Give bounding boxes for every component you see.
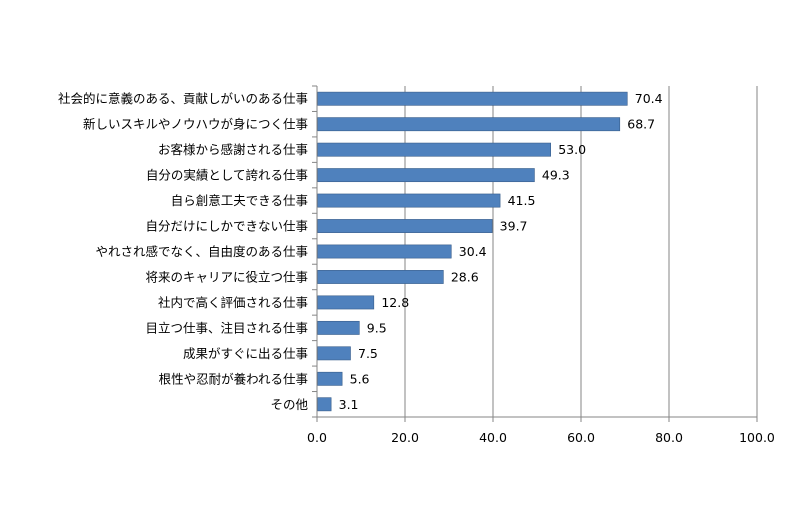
bar	[317, 117, 621, 132]
value-label: 9.5	[367, 320, 387, 335]
x-tick-label: 20.0	[391, 430, 419, 445]
category-label: 成果がすぐに出る仕事	[183, 346, 308, 361]
value-label: 12.8	[381, 295, 409, 310]
bar	[317, 142, 551, 157]
bar	[317, 320, 360, 335]
category-labels: 社会的に意義のある、貢献しがいのある仕事新しいスキルやノウハウが身につく仕事お客…	[58, 91, 309, 412]
bar	[317, 219, 493, 233]
value-label: 28.6	[451, 269, 479, 284]
bar	[317, 193, 501, 208]
category-label: 社会的に意義のある、貢献しがいのある仕事	[58, 91, 308, 106]
x-tick-labels: 0.0 20.0 40.0 60.0 80.0 100.0	[307, 430, 775, 445]
category-label: 自分の実績として誇れる仕事	[146, 168, 308, 183]
value-label: 5.6	[350, 371, 370, 386]
value-label: 70.4	[635, 91, 663, 106]
category-label: 自ら創意工夫できる仕事	[171, 193, 308, 208]
axes	[312, 85, 758, 422]
category-label: その他	[270, 397, 308, 412]
value-label: 53.0	[558, 142, 586, 157]
x-tick-label: 60.0	[567, 430, 595, 445]
bar	[317, 270, 444, 284]
value-label: 30.4	[459, 244, 487, 259]
category-label: お客様から感謝される仕事	[158, 142, 308, 157]
value-label: 49.3	[542, 168, 570, 183]
value-label: 7.5	[358, 346, 378, 361]
bar	[317, 295, 375, 310]
bar	[317, 346, 351, 361]
category-label: 新しいスキルやノウハウが身につく仕事	[83, 117, 308, 132]
x-tick-label: 0.0	[307, 430, 327, 445]
x-tick-label: 100.0	[739, 430, 775, 445]
value-label: 41.5	[508, 193, 536, 208]
bar	[317, 397, 332, 412]
bar	[317, 371, 343, 386]
value-label: 3.1	[339, 397, 359, 412]
category-label: やれされ感でなく、自由度のある仕事	[95, 244, 308, 259]
value-label: 68.7	[627, 117, 655, 132]
bar	[317, 91, 628, 106]
grid-lines	[404, 86, 758, 417]
x-tick-label: 40.0	[479, 430, 507, 445]
category-label: 社内で高く評価される仕事	[158, 295, 308, 310]
bar	[317, 244, 452, 259]
value-label: 39.7	[500, 219, 528, 234]
category-label: 根性や忍耐が養われる仕事	[159, 371, 308, 386]
x-tick-label: 80.0	[655, 430, 683, 445]
category-label: 目立つ仕事、注目される仕事	[145, 320, 308, 335]
value-labels: 70.4 68.7 53.0 49.3 41.5 39.7 30.4 28.6 12.8 9.5 7…	[339, 91, 663, 412]
bars	[317, 91, 628, 412]
category-label: 将来のキャリアに役立つ仕事	[145, 269, 308, 284]
category-label: 自分だけにしかできない仕事	[145, 219, 308, 234]
bar	[317, 168, 535, 183]
